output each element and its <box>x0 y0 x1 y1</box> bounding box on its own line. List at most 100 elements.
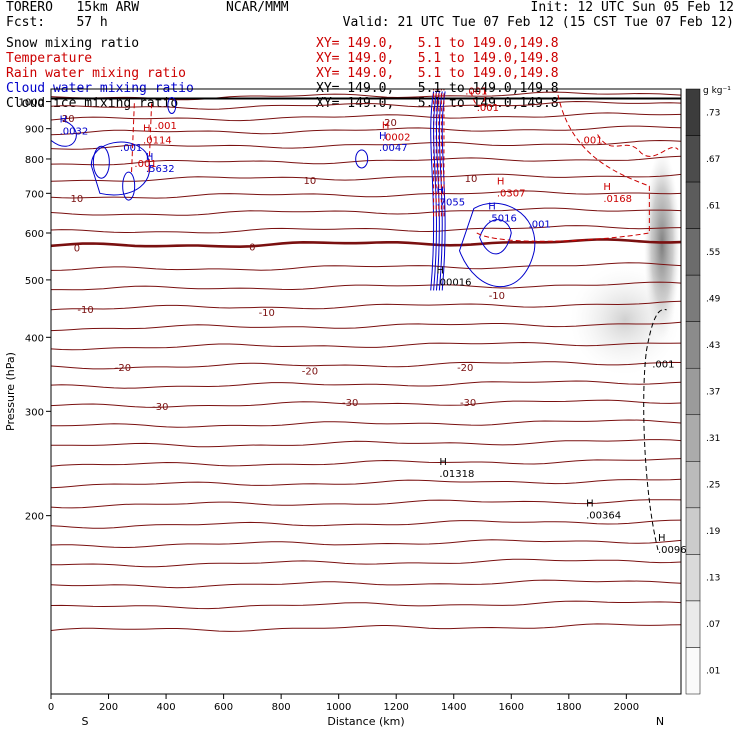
x-tick-label: 0 <box>48 702 54 713</box>
isotherm-label: -20 <box>302 367 318 378</box>
isotherm <box>51 439 681 448</box>
colorbar-swatch <box>685 228 701 276</box>
contour-value-label: .001 <box>155 121 177 132</box>
colorbar-swatch <box>685 647 701 695</box>
maximum-marker: H <box>586 499 594 510</box>
contour-value-label: .0307 <box>497 188 526 199</box>
isotherm <box>51 100 681 110</box>
y-tick-label: 600 <box>25 229 44 240</box>
isotherm-label: -10 <box>489 291 505 302</box>
plot-frame <box>50 88 682 695</box>
maximum-marker: H <box>658 533 666 544</box>
valid-time: Valid: 21 UTC Tue 07 Feb 12 (15 CST Tue … <box>342 15 734 30</box>
colorbar-swatch <box>685 461 701 509</box>
cloud-water-contour <box>167 96 177 114</box>
isotherm-label: -30 <box>152 402 168 413</box>
y-tick-label: 700 <box>25 189 44 200</box>
cloud-water-contour <box>433 91 437 291</box>
contour-value-label: .0032 <box>60 127 89 138</box>
init-time: Init: 12 UTC Sun 05 Feb 12 <box>530 0 735 15</box>
colorbar-label: .49 <box>706 294 721 304</box>
axes: 0 200 400 600 800 1000 1200 1400 1600 1800 2000200… <box>4 98 664 728</box>
colorbar-label: .55 <box>706 248 720 258</box>
maximum-marker: H <box>497 176 505 187</box>
maximum-marker: H <box>436 265 444 276</box>
model-name: TORERO 15km ARW <box>6 0 140 15</box>
isotherm-label: 0 <box>249 243 255 254</box>
isotherm-label: -30 <box>460 398 476 409</box>
isotherm-label: 0 <box>74 243 80 254</box>
colorbar-swatch <box>685 414 701 462</box>
isotherm <box>51 207 681 216</box>
isotherm-label: -30 <box>342 398 358 409</box>
x-tick-label: 200 <box>99 702 118 713</box>
cloud-water-contour <box>479 219 512 255</box>
y-tick-label: 500 <box>25 276 44 287</box>
contour-value-label: .01318 <box>439 469 474 480</box>
contour-value-label: .00016 <box>436 277 471 288</box>
isotherm-label: 20 <box>384 118 397 129</box>
isotherm <box>51 419 681 428</box>
cloud-water-contour <box>458 202 536 288</box>
isotherm-label: -10 <box>259 308 275 319</box>
contour-value-label: .0114 <box>143 135 172 146</box>
maximum-marker: H <box>488 201 496 212</box>
contour-value-label: .00364 <box>586 511 621 522</box>
legend-field-xy: XY= 149.0, 5.1 to 149.0,149.8 <box>316 66 559 81</box>
x-tick-label: 600 <box>214 702 233 713</box>
colorbar-label: .31 <box>706 434 720 444</box>
x-tick-label: 1000 <box>326 702 351 713</box>
south-label: S <box>82 715 89 728</box>
isotherm <box>51 262 681 271</box>
isotherm <box>51 499 681 509</box>
isotherm <box>51 539 681 549</box>
isotherm <box>51 173 681 182</box>
y-tick-label: 400 <box>25 333 44 344</box>
maximum-marker: H <box>439 457 447 468</box>
isotherm-label: 10 <box>304 176 317 187</box>
legend-field-name: Snow mixing ratio <box>6 36 140 51</box>
colorbar-label: .01 <box>706 667 720 677</box>
rain-water-contour <box>470 91 486 107</box>
colorbar-swatch <box>685 367 701 416</box>
isotherm-label: 10 <box>465 174 478 185</box>
contour-value-label: .0168 <box>603 194 632 205</box>
temperature-isotherms <box>51 91 681 632</box>
isotherm <box>51 155 681 166</box>
x-tick-label: 1200 <box>383 702 408 713</box>
zero-isotherm <box>51 238 681 249</box>
ice-shading <box>570 150 680 375</box>
colorbar-swatch <box>685 88 701 136</box>
y-tick-label: 300 <box>25 407 44 418</box>
isotherm <box>51 341 681 351</box>
isotherm <box>51 112 681 122</box>
isotherm <box>51 458 681 467</box>
isotherm <box>51 190 681 199</box>
maximum-marker: H <box>379 131 387 142</box>
cloud-water-contour <box>355 149 369 169</box>
isotherm-label: 20 <box>62 114 75 125</box>
rain-water-contour <box>476 91 650 242</box>
isotherm <box>51 281 681 291</box>
isotherm <box>51 600 681 610</box>
y-tick-label: 200 <box>25 512 44 523</box>
isotherm <box>51 399 681 408</box>
colorbar-swatch <box>685 274 701 322</box>
legend-field-xy: XY= 149.0, 5.1 to 149.0,149.8 <box>316 36 559 51</box>
y-tick-label: 1000 <box>19 98 44 109</box>
cloud-water-contour <box>435 91 440 291</box>
contour-value-label: .7055 <box>436 198 465 209</box>
x-tick-label: 1600 <box>499 702 524 713</box>
x-tick-label: 1400 <box>441 702 466 713</box>
cloud-water-contour <box>430 91 435 291</box>
y-tick-label: 800 <box>25 155 44 166</box>
isotherm <box>51 579 681 589</box>
legend-field-name: Temperature <box>6 51 93 66</box>
isotherm <box>51 321 681 332</box>
cloud-water-contour <box>92 145 110 179</box>
maximum-marker: H <box>603 182 611 193</box>
maximum-marker: H <box>436 186 444 197</box>
isotherm <box>51 380 681 389</box>
isotherm <box>51 139 681 150</box>
colorbar-label: .37 <box>706 388 720 398</box>
